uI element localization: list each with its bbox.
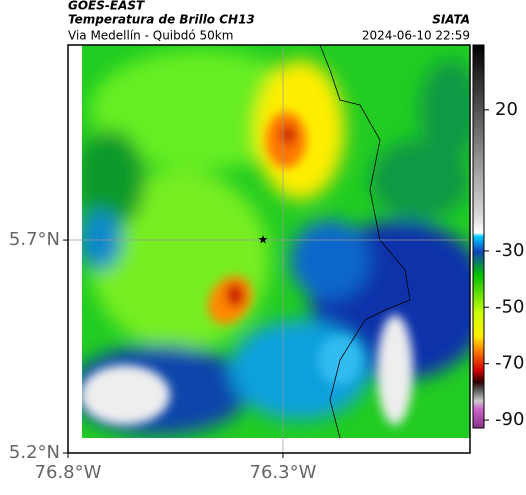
title: Temperatura de Brillo CH13 <box>68 13 255 27</box>
colorbar-tick-label: -30 <box>495 240 524 261</box>
y-tick-label: 5.7°N <box>9 229 60 250</box>
colorbar-tick-label: -70 <box>495 353 524 374</box>
subtitle: Via Medellín - Quibdó 50km <box>68 29 233 43</box>
source: GOES-EAST <box>68 0 145 13</box>
satellite-image <box>82 45 470 438</box>
map-frame <box>67 44 471 454</box>
ticks: 76.8°W 76.3°W 5.2°N 5.7°N 20 -30 -50 -70 -90 <box>9 99 525 483</box>
colorbar-tick-label: 20 <box>495 99 518 120</box>
timestamp: 2024-06-10 22:59 <box>362 29 470 43</box>
colorbar <box>472 44 485 429</box>
colorbar-tick-label: -50 <box>495 296 524 317</box>
y-tick-label: 5.2°N <box>9 442 60 463</box>
agency: SIATA <box>432 13 470 27</box>
colorbar-tick-label: -90 <box>495 409 524 430</box>
x-tick-label: 76.3°W <box>250 462 317 483</box>
x-tick-label: 76.8°W <box>35 462 102 483</box>
location-marker: ★ <box>258 233 269 247</box>
